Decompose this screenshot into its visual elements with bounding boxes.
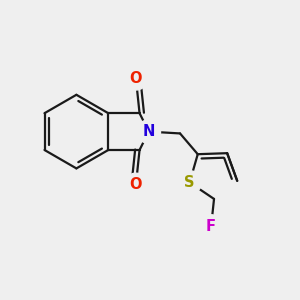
Circle shape xyxy=(124,67,148,90)
Circle shape xyxy=(199,215,223,238)
Circle shape xyxy=(124,173,148,197)
Text: O: O xyxy=(130,71,142,86)
Text: F: F xyxy=(206,219,216,234)
Circle shape xyxy=(137,120,160,143)
Circle shape xyxy=(178,171,201,194)
Text: O: O xyxy=(130,178,142,193)
Text: S: S xyxy=(184,175,195,190)
Text: N: N xyxy=(142,124,155,139)
